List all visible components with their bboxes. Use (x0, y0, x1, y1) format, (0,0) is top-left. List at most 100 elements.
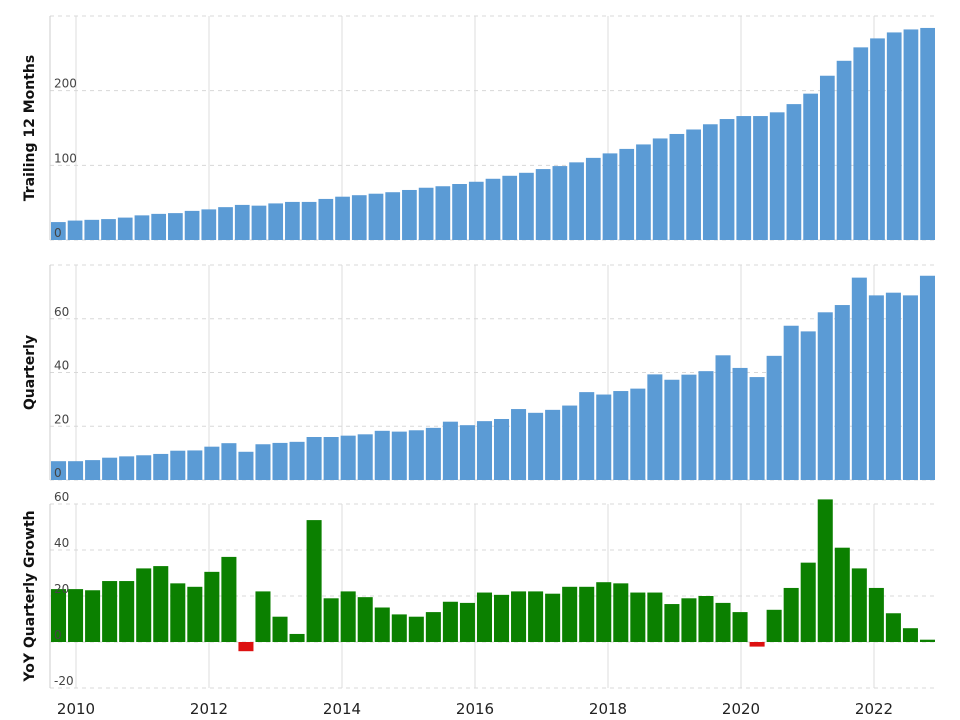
bar (766, 355, 782, 480)
bar (408, 430, 424, 480)
bar (238, 642, 254, 652)
bar (647, 592, 663, 642)
bar (817, 312, 833, 480)
bar (783, 325, 799, 480)
bar (368, 193, 384, 240)
bar (459, 602, 475, 642)
bar (221, 443, 237, 480)
bar (187, 586, 203, 642)
x-tick-label: 2014 (323, 700, 361, 718)
bar (528, 591, 544, 642)
bar (732, 367, 748, 480)
bar (153, 566, 169, 642)
bar (234, 204, 250, 240)
bar (681, 598, 697, 642)
bar (715, 602, 731, 642)
y-tick-label: 0 (54, 226, 62, 240)
bar (168, 213, 183, 240)
bar (117, 217, 133, 240)
bar (425, 612, 441, 642)
bar (596, 394, 612, 480)
bar (753, 116, 768, 240)
bar (769, 112, 785, 240)
bar (459, 425, 475, 480)
bar (596, 582, 612, 642)
bar (919, 639, 935, 642)
bar (255, 444, 271, 480)
bar (902, 628, 918, 642)
bar (391, 614, 407, 642)
bar (68, 589, 84, 642)
bar (402, 189, 417, 240)
bar (851, 568, 867, 642)
y-tick-label: 200 (54, 77, 77, 91)
bar (502, 175, 518, 240)
bar (442, 601, 458, 642)
bar (323, 598, 339, 642)
bar (800, 331, 816, 480)
bar (357, 434, 373, 480)
y-tick-label: 0 (54, 628, 62, 642)
bar (289, 633, 305, 642)
bar (340, 435, 356, 480)
bar (134, 215, 150, 240)
bar (868, 295, 884, 480)
bar (251, 205, 267, 240)
bar (218, 207, 233, 240)
bar (715, 355, 731, 480)
bar (272, 616, 288, 642)
bar (119, 456, 135, 480)
bar (476, 421, 492, 480)
bar (702, 124, 718, 240)
y-tick-label: 40 (54, 359, 69, 373)
bar (318, 198, 334, 240)
x-tick-label: 2022 (855, 700, 893, 718)
bar (630, 388, 646, 480)
y-tick-label: -20 (54, 674, 74, 688)
bar (562, 405, 578, 480)
bar (698, 371, 714, 480)
bar (204, 571, 220, 642)
bar (301, 201, 317, 240)
bar (84, 219, 100, 240)
bar (902, 295, 918, 480)
bar (425, 427, 441, 480)
bar (686, 129, 701, 240)
bar (602, 153, 618, 240)
bar (511, 409, 527, 480)
bar (351, 195, 367, 240)
bar (485, 178, 501, 240)
bar (51, 222, 66, 240)
bar (736, 116, 752, 240)
bar (468, 181, 484, 240)
bar (579, 392, 595, 480)
bar (101, 219, 116, 240)
x-tick-label: 2012 (190, 700, 228, 718)
bar (836, 60, 852, 240)
bar (306, 437, 322, 480)
bar (187, 450, 203, 480)
bar (885, 292, 901, 480)
y-tick-label: 0 (54, 466, 62, 480)
bar (494, 418, 510, 480)
bar (885, 613, 901, 642)
bar (238, 451, 254, 480)
bar (476, 592, 492, 642)
bar (374, 607, 390, 642)
bar (664, 604, 680, 642)
bar (732, 612, 748, 642)
bar (170, 450, 186, 480)
bar (511, 591, 527, 642)
bar (289, 441, 305, 480)
bar (919, 275, 935, 480)
bar (636, 144, 651, 240)
bar (51, 589, 67, 642)
bar (306, 520, 322, 642)
bar (374, 430, 390, 480)
y-tick-label: 20 (54, 582, 69, 596)
bar (652, 138, 668, 240)
bar (255, 591, 271, 642)
bar (85, 460, 101, 480)
bar (494, 594, 510, 642)
x-tick-label: 2016 (456, 700, 494, 718)
